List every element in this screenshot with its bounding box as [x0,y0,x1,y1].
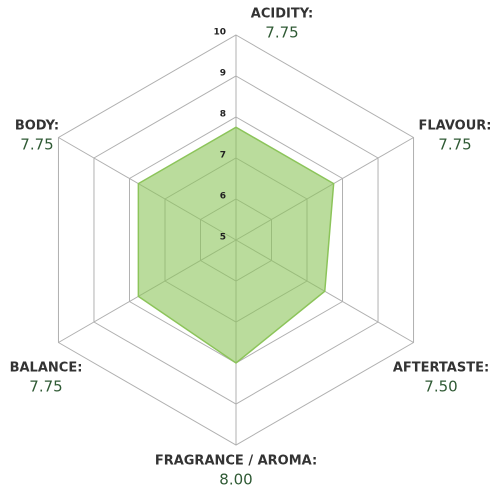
category-label: FRAGRANCE / AROMA: [155,454,317,469]
category-label: BODY: [15,119,59,134]
category-label: FLAVOUR: [419,119,492,134]
radar-area [137,126,335,364]
category-label: ACIDITY: [251,7,313,22]
value-label: 7.50 [424,378,457,396]
r-tick-label: 9 [220,69,226,79]
value-label: 7.75 [29,378,62,396]
r-tick-label: 6 [220,192,226,202]
r-tick-label: 10 [213,28,226,38]
r-tick-label: 8 [220,110,226,120]
value-label: 7.75 [265,24,298,42]
category-label: BALANCE: [10,361,83,376]
r-tick-label: 5 [220,233,226,243]
category-label: AFTERTASTE: [393,361,489,376]
r-tick-label: 7 [220,151,226,161]
value-label: 7.75 [20,136,53,154]
value-label: 7.75 [438,136,471,154]
value-label: 8.00 [219,471,252,489]
